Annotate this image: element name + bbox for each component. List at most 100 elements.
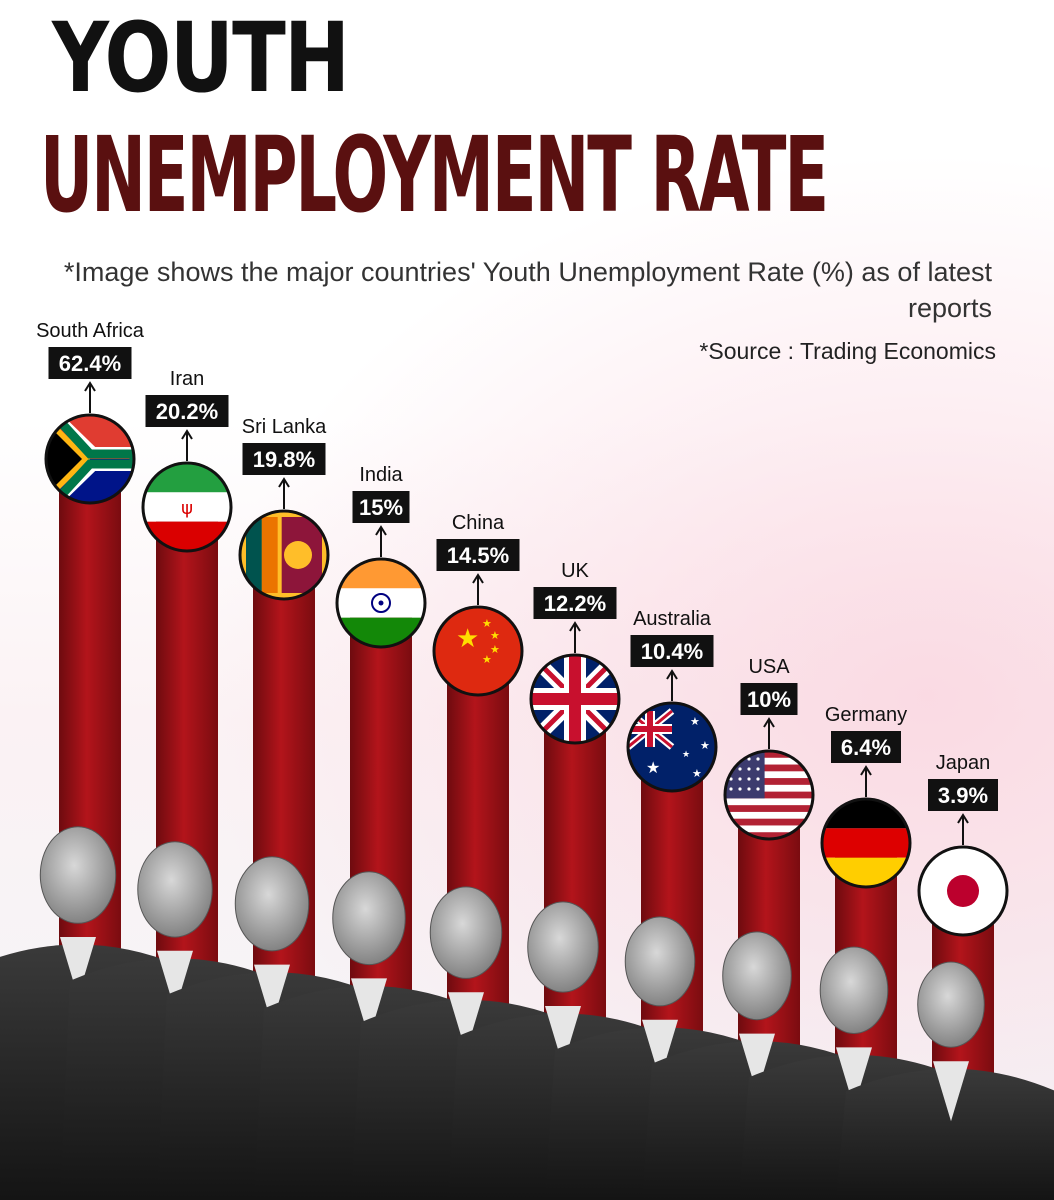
data-label: 15% xyxy=(359,495,403,520)
category-label: USA xyxy=(748,656,790,678)
face-shape xyxy=(332,871,406,966)
svg-text:ψ: ψ xyxy=(181,498,193,519)
collar-shape xyxy=(545,1006,581,1066)
category-label: Iran xyxy=(170,368,204,390)
svg-text:★: ★ xyxy=(692,767,702,780)
svg-text:★: ★ xyxy=(690,715,700,728)
flag-australia: ★★★★★ xyxy=(626,701,718,793)
flag-border xyxy=(44,413,136,505)
collar-shape xyxy=(642,1019,678,1080)
svg-text:★: ★ xyxy=(700,739,710,752)
category-label: China xyxy=(452,512,505,534)
svg-text:★: ★ xyxy=(456,624,479,654)
flag-border xyxy=(529,653,621,745)
svg-text:★: ★ xyxy=(490,629,500,642)
face-shape xyxy=(624,916,696,1007)
face-shape xyxy=(917,961,985,1048)
germany-flag-icon xyxy=(822,799,910,887)
data-label: 6.4% xyxy=(841,735,891,760)
collar-shape xyxy=(933,1061,969,1122)
collar-shape xyxy=(448,992,484,1053)
face-shape xyxy=(234,856,310,952)
collar-shape xyxy=(157,950,193,1011)
flag-border xyxy=(141,461,233,553)
data-label: 12.2% xyxy=(544,591,606,616)
collar-shape xyxy=(254,964,290,1025)
flag-border xyxy=(820,797,912,889)
face-shape xyxy=(137,841,213,938)
page-title-line2: UNEMPLOYMENT RATE xyxy=(40,114,829,236)
value-label-box xyxy=(533,587,617,619)
face-shape xyxy=(39,826,117,924)
page-title-line1: YOUTH xyxy=(52,2,350,114)
flag-border xyxy=(238,509,330,601)
data-label: 62.4% xyxy=(59,351,121,376)
data-label: 10.4% xyxy=(641,639,703,664)
chart-subtitle: *Image shows the major countries' Youth … xyxy=(63,257,992,323)
value-label-box xyxy=(48,347,132,379)
data-label: 10% xyxy=(747,687,791,712)
arrow-head-icon xyxy=(957,813,969,824)
usa-flag-icon xyxy=(725,751,813,839)
flag-japan xyxy=(917,845,1009,937)
data-label: 3.9% xyxy=(938,783,988,808)
category-label: UK xyxy=(561,560,589,582)
australia-flag-icon: ★★★★★ xyxy=(628,703,716,791)
svg-text:★: ★ xyxy=(490,643,500,656)
svg-text:★: ★ xyxy=(682,750,690,760)
china-flag-icon: ★★★★★ xyxy=(434,607,522,695)
flag-uk xyxy=(529,653,621,745)
value-label-box xyxy=(436,539,520,571)
category-label: Australia xyxy=(633,608,712,630)
collar-shape xyxy=(60,937,96,997)
face-shape xyxy=(819,946,889,1034)
svg-text:★: ★ xyxy=(482,653,492,666)
value-label-box xyxy=(740,683,798,715)
suit-shape xyxy=(836,1068,1054,1200)
value-label-box xyxy=(928,779,998,811)
flag-border xyxy=(626,701,718,793)
flag-border xyxy=(432,605,524,697)
japan-flag-icon xyxy=(919,847,1007,935)
sri-lanka-flag-icon xyxy=(240,511,328,599)
source-note: *Source : Trading Economics xyxy=(699,338,996,364)
value-label-box xyxy=(831,731,901,763)
data-label: 19.8% xyxy=(253,447,315,472)
category-label: Japan xyxy=(936,752,991,774)
collar-shape xyxy=(351,978,387,1039)
category-label: Germany xyxy=(825,704,907,726)
value-label-box xyxy=(352,491,410,523)
flag-border xyxy=(917,845,1009,937)
uk-flag-icon xyxy=(531,655,619,743)
flag-sri-lanka xyxy=(238,509,330,601)
arrow-head-icon xyxy=(860,765,872,776)
category-label: Sri Lanka xyxy=(242,416,327,438)
arrow-head-icon xyxy=(84,381,96,392)
flag-border xyxy=(723,749,815,841)
flag-germany xyxy=(820,797,912,889)
value-label-box xyxy=(145,395,229,427)
arrow-head-icon xyxy=(666,669,678,680)
flag-border xyxy=(335,557,427,649)
arrow-head-icon xyxy=(569,621,581,632)
arrow-head-icon xyxy=(375,525,387,536)
collar-shape xyxy=(739,1033,775,1094)
flag-south-africa xyxy=(44,413,136,505)
south-africa-flag-icon xyxy=(46,415,134,503)
data-label: 20.2% xyxy=(156,399,218,424)
arrow-head-icon xyxy=(181,429,193,440)
portrait-icon xyxy=(836,961,1054,1200)
data-label: 14.5% xyxy=(447,543,509,568)
flag-china: ★★★★★ xyxy=(432,605,524,697)
value-label-box xyxy=(630,635,714,667)
svg-text:★: ★ xyxy=(482,617,492,630)
category-label: India xyxy=(359,464,403,486)
face-shape xyxy=(722,931,792,1021)
arrow-head-icon xyxy=(278,477,290,488)
flag-usa xyxy=(723,749,815,841)
arrow-head-icon xyxy=(472,573,484,584)
arrow-head-icon xyxy=(763,717,775,728)
value-label-box xyxy=(242,443,326,475)
face-shape xyxy=(527,901,599,993)
